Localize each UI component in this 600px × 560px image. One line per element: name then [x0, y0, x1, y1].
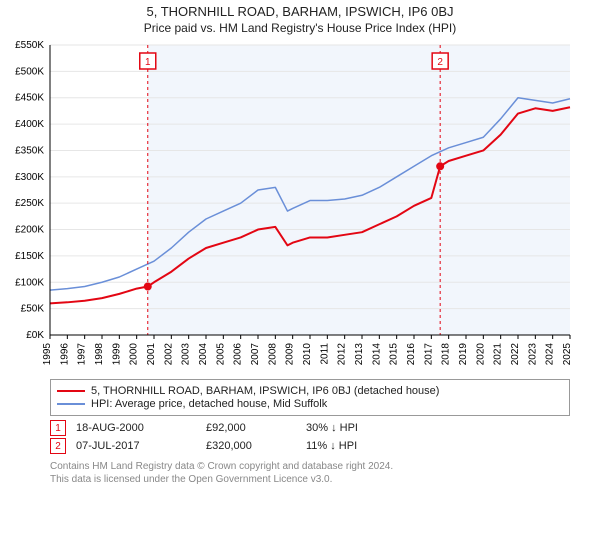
svg-text:2015: 2015 — [389, 343, 400, 366]
svg-text:£100K: £100K — [15, 277, 44, 288]
sale-row: 1 18-AUG-2000£92,00030% ↓ HPI — [50, 420, 570, 436]
sale-diff: 11% ↓ HPI — [306, 440, 357, 452]
svg-text:£150K: £150K — [15, 251, 44, 262]
sale-price: £320,000 — [206, 440, 306, 452]
svg-text:2016: 2016 — [406, 343, 417, 366]
svg-text:£350K: £350K — [15, 145, 44, 156]
svg-text:£0K: £0K — [26, 330, 44, 341]
svg-text:£200K: £200K — [15, 225, 44, 236]
footer: Contains HM Land Registry data © Crown c… — [50, 460, 570, 486]
svg-text:£550K: £550K — [15, 40, 44, 51]
svg-text:2025: 2025 — [562, 343, 573, 366]
svg-text:2: 2 — [437, 57, 443, 68]
svg-text:1995: 1995 — [42, 343, 53, 366]
svg-text:2000: 2000 — [129, 343, 140, 366]
svg-text:2006: 2006 — [233, 343, 244, 366]
svg-text:£250K: £250K — [15, 198, 44, 209]
sale-diff: 30% ↓ HPI — [306, 422, 358, 434]
sale-marker: 1 — [50, 420, 66, 436]
footer-line1: Contains HM Land Registry data © Crown c… — [50, 460, 570, 473]
legend-label: HPI: Average price, detached house, Mid … — [91, 398, 327, 410]
title-sub: Price paid vs. HM Land Registry's House … — [0, 21, 600, 35]
svg-text:2021: 2021 — [493, 343, 504, 366]
title-address: 5, THORNHILL ROAD, BARHAM, IPSWICH, IP6 … — [0, 4, 600, 19]
svg-text:2020: 2020 — [475, 343, 486, 366]
svg-text:2005: 2005 — [215, 343, 226, 366]
svg-text:£300K: £300K — [15, 172, 44, 183]
svg-text:2017: 2017 — [423, 343, 434, 366]
svg-text:2023: 2023 — [527, 343, 538, 366]
svg-text:2013: 2013 — [354, 343, 365, 366]
svg-text:£50K: £50K — [21, 304, 45, 315]
svg-text:2024: 2024 — [545, 343, 556, 366]
svg-text:2002: 2002 — [163, 343, 174, 366]
chart: £0K £50K £100K £150K £200K £250K £300K £350K £40… — [0, 35, 600, 375]
svg-text:1998: 1998 — [94, 343, 105, 366]
sales-table: 1 18-AUG-2000£92,00030% ↓ HPI 2 07-JUL-2017… — [50, 420, 570, 454]
sale-price: £92,000 — [206, 422, 306, 434]
svg-text:2019: 2019 — [458, 343, 469, 366]
svg-text:1996: 1996 — [59, 343, 70, 366]
svg-text:£500K: £500K — [15, 66, 44, 77]
legend-row: 5, THORNHILL ROAD, BARHAM, IPSWICH, IP6 … — [57, 385, 563, 397]
svg-text:2004: 2004 — [198, 343, 209, 366]
svg-text:1997: 1997 — [77, 343, 88, 366]
svg-text:2012: 2012 — [337, 343, 348, 366]
svg-text:£400K: £400K — [15, 119, 44, 130]
svg-text:2018: 2018 — [441, 343, 452, 366]
svg-text:1999: 1999 — [111, 343, 122, 366]
legend-swatch — [57, 403, 85, 405]
legend-label: 5, THORNHILL ROAD, BARHAM, IPSWICH, IP6 … — [91, 385, 439, 397]
svg-text:1: 1 — [145, 57, 151, 68]
legend-swatch — [57, 390, 85, 392]
svg-text:2022: 2022 — [510, 343, 521, 366]
legend-row: HPI: Average price, detached house, Mid … — [57, 398, 563, 410]
sale-date: 18-AUG-2000 — [76, 422, 206, 434]
svg-text:2011: 2011 — [319, 343, 330, 365]
svg-text:2007: 2007 — [250, 343, 261, 366]
svg-text:2001: 2001 — [146, 343, 157, 366]
svg-text:£450K: £450K — [15, 93, 44, 104]
sale-row: 2 07-JUL-2017£320,00011% ↓ HPI — [50, 438, 570, 454]
svg-text:2014: 2014 — [371, 343, 382, 366]
svg-text:2003: 2003 — [181, 343, 192, 366]
svg-text:2008: 2008 — [267, 343, 278, 366]
svg-text:2010: 2010 — [302, 343, 313, 366]
legend: 5, THORNHILL ROAD, BARHAM, IPSWICH, IP6 … — [50, 379, 570, 416]
sale-date: 07-JUL-2017 — [76, 440, 206, 452]
svg-text:2009: 2009 — [285, 343, 296, 366]
sale-marker: 2 — [50, 438, 66, 454]
footer-line2: This data is licensed under the Open Gov… — [50, 473, 570, 486]
